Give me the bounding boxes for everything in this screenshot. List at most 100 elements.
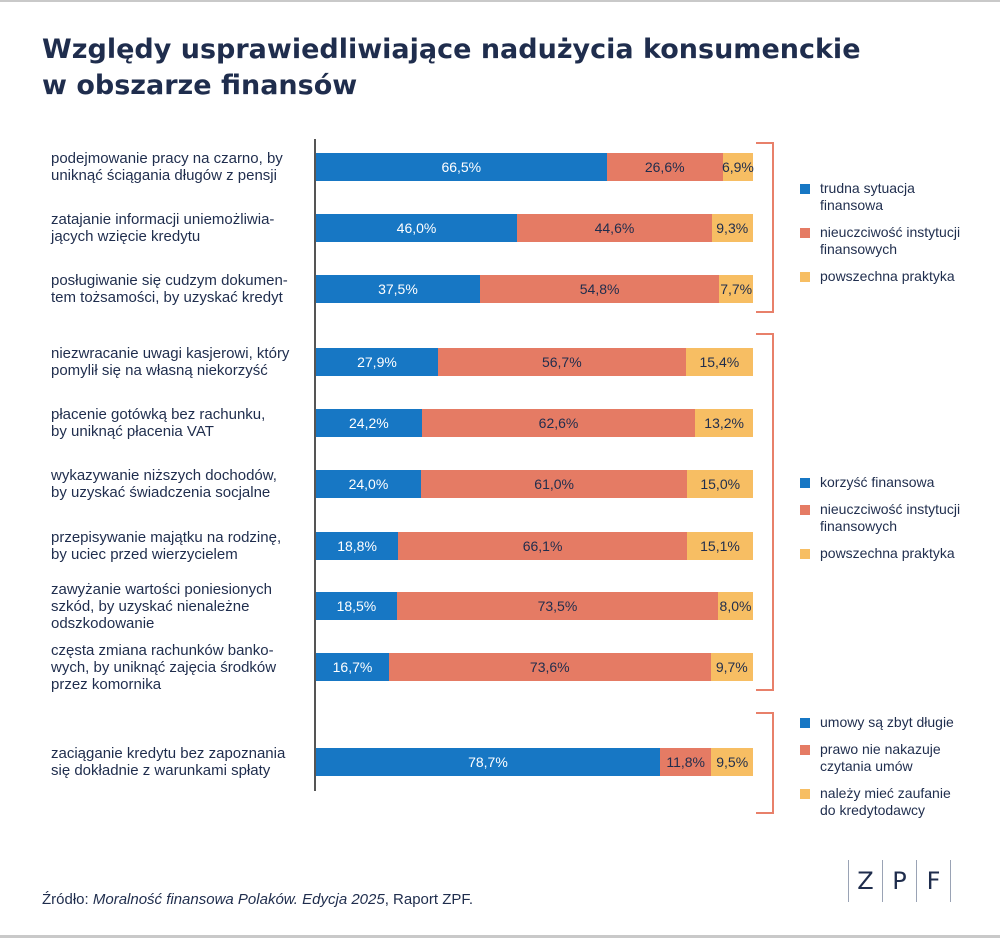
- data-label: 26,6%: [644, 159, 685, 175]
- data-label: 24,2%: [349, 415, 389, 431]
- legend-label: należy mieć zaufanie do kredytodawcy: [820, 785, 951, 819]
- bar-segment-yellow: 15,4%: [685, 348, 753, 376]
- data-label: 15,0%: [700, 476, 741, 492]
- category-label: przepisywanie majątku na rodzinę, by ucie…: [51, 529, 306, 563]
- legend-label: powszechna praktyka: [820, 545, 955, 562]
- legend-label-line: korzyść finansowa: [820, 474, 935, 490]
- data-label: 66,5%: [441, 159, 482, 175]
- bar-segment-blue: 37,5%: [316, 275, 480, 303]
- legend-item: nieuczciwość instytucji finansowych: [800, 501, 990, 535]
- chart-title-line-1: Względy usprawiedliwiające nadużycia kon…: [42, 34, 861, 65]
- legend-swatch: [800, 505, 810, 515]
- data-label: 24,0%: [348, 476, 389, 492]
- logo-divider: [848, 860, 849, 902]
- bar-segment-yellow: 6,9%: [721, 153, 754, 181]
- category-label-line: niezwracanie uwagi kasjerowi, który: [51, 345, 290, 362]
- legend-label: trudna sytuacja finansowa: [820, 180, 915, 214]
- legend: umowy są zbyt długie prawo nie nakazuje cz…: [800, 714, 990, 829]
- data-label: 73,5%: [537, 598, 578, 614]
- legend-label-line: finansowa: [820, 197, 884, 213]
- data-label: 66,1%: [522, 538, 563, 554]
- bar-segment-yellow: 13,2%: [695, 409, 753, 437]
- bar-row: 37,5% 54,8% 7,7%: [316, 275, 753, 303]
- legend-swatch: [800, 718, 810, 728]
- bar-row: 66,5% 26,6% 6,9%: [316, 153, 754, 181]
- category-label: podejmowanie pracy na czarno, by uniknąć …: [51, 150, 306, 184]
- bar-segment-blue: 46,0%: [316, 214, 518, 242]
- group-bracket: [756, 712, 774, 814]
- legend-swatch: [800, 549, 810, 559]
- category-label-line: odszkodowanie: [51, 614, 155, 632]
- bar-segment-blue: 16,7%: [316, 653, 389, 681]
- data-label: 9,5%: [716, 754, 749, 770]
- bar-segment-yellow: 15,0%: [687, 470, 753, 498]
- legend-label-line: powszechna praktyka: [820, 545, 955, 561]
- bar-segment-blue: 66,5%: [316, 153, 607, 181]
- legend-label: prawo nie nakazuje czytania umów: [820, 741, 941, 775]
- bar-segment-red: 26,6%: [606, 153, 723, 181]
- logo-divider: [882, 860, 883, 902]
- chart-title-line-2: w obszarze finansów: [42, 70, 358, 101]
- data-label: 9,3%: [716, 220, 749, 236]
- category-label-line: częsta zmiana rachunków banko-: [51, 641, 274, 659]
- category-label: niezwracanie uwagi kasjerowi, który pomyl…: [51, 345, 306, 379]
- bottom-border: [0, 935, 1000, 938]
- legend-label-line: do kredytodawcy: [820, 802, 926, 818]
- data-label: 15,1%: [700, 538, 740, 554]
- legend: korzyść finansowa nieuczciwość instytucji…: [800, 474, 990, 572]
- legend-swatch: [800, 478, 810, 488]
- legend-item: nieuczciwość instytucji finansowych: [800, 224, 990, 258]
- category-label-line: zaciąganie kredytu bez zapoznania: [51, 745, 286, 762]
- bar-segment-yellow: 15,1%: [686, 532, 753, 560]
- legend-label-line: nieuczciwość instytucji: [820, 224, 961, 240]
- category-label-line: by uniknąć płacenia VAT: [51, 423, 214, 440]
- bar-segment-yellow: 9,5%: [711, 748, 753, 776]
- category-label-line: jących wzięcie kredytu: [51, 228, 201, 245]
- data-label: 15,4%: [699, 354, 740, 370]
- data-label: 13,2%: [704, 415, 744, 431]
- logo-divider: [950, 860, 951, 902]
- data-label: 6,9%: [721, 159, 754, 175]
- category-label-line: szkód, by uzyskać nienależne: [51, 597, 250, 615]
- data-label: 44,6%: [594, 220, 635, 236]
- category-label: posługiwanie się cudzym dokumen-tem tożs…: [51, 272, 306, 306]
- data-label: 46,0%: [396, 220, 437, 236]
- data-label: 27,9%: [357, 354, 397, 370]
- bar-segment-blue: 27,9%: [316, 348, 438, 376]
- bar-segment-blue: 24,0%: [316, 470, 421, 498]
- bar-segment-red: 61,0%: [420, 470, 688, 498]
- legend-item: trudna sytuacja finansowa: [800, 180, 990, 214]
- legend-label: powszechna praktyka: [820, 268, 955, 285]
- category-label: płacenie gotówką bez rachunku, by uniknąć…: [51, 406, 306, 440]
- category-label: zaciąganie kredytu bez zapoznania się dok…: [51, 745, 306, 779]
- bar-segment-blue: 18,8%: [316, 532, 399, 560]
- data-label: 7,7%: [720, 281, 753, 297]
- category-label: zawyżanie wartości poniesionych szkód, by…: [51, 581, 306, 632]
- legend-label-line: finansowych: [820, 241, 898, 257]
- legend-label-line: trudna sytuacja: [820, 180, 915, 196]
- bar-segment-yellow: 9,3%: [711, 214, 753, 242]
- bar-segment-red: 56,7%: [437, 348, 686, 376]
- bar-segment-blue: 24,2%: [316, 409, 422, 437]
- bar-segment-blue: 18,5%: [316, 592, 397, 620]
- category-label-line: pomylił się na własną niekorzyść: [51, 362, 268, 379]
- legend-label: korzyść finansowa: [820, 474, 934, 491]
- logo-letter-z: Z: [857, 867, 874, 895]
- bar-segment-red: 11,8%: [659, 748, 712, 776]
- bar-row: 24,0% 61,0% 15,0%: [316, 470, 753, 498]
- category-label: wykazywanie niższych dochodów, by uzyskać…: [51, 467, 306, 501]
- data-label: 18,5%: [336, 598, 377, 614]
- category-label-line: podejmowanie pracy na czarno, by: [51, 150, 283, 167]
- category-label-line: tem tożsamości, by uzyskać kredyt: [51, 289, 283, 306]
- legend-label-line: prawo nie nakazuje: [820, 741, 941, 757]
- bar-segment-red: 73,5%: [396, 592, 719, 620]
- category-label-line: przez komornika: [51, 675, 162, 693]
- data-label: 11,8%: [666, 754, 706, 770]
- bar-segment-red: 62,6%: [421, 409, 696, 437]
- source-prefix: Źródło:: [42, 891, 93, 908]
- data-label: 62,6%: [538, 415, 579, 431]
- bar-row: 46,0% 44,6% 9,3%: [316, 214, 753, 242]
- category-label-line: wych, by uniknąć zajęcia środków: [51, 658, 277, 676]
- category-label-line: zawyżanie wartości poniesionych: [51, 580, 272, 598]
- legend-label-line: umowy są zbyt długie: [820, 714, 954, 730]
